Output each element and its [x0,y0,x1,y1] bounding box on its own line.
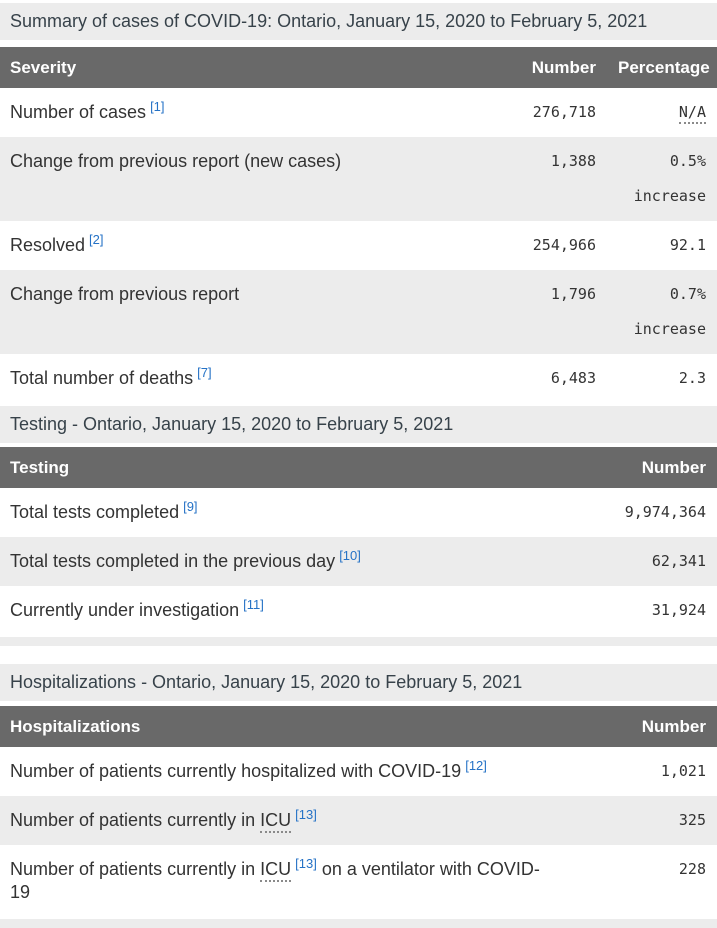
na-abbreviation: N/A [678,103,706,124]
hospitalizations-header-row: Hospitalizations Number [0,706,717,747]
footnote-ref: [1] [150,98,164,115]
hospitalizations-section: Hospitalizations - Ontario, January 15, … [0,664,717,928]
table-row: Number of patients currently in ICU [13] … [0,845,717,917]
footnote-link[interactable]: [1] [150,99,165,114]
percentage-direction: increase [633,320,706,338]
number-value: 1,388 [550,152,596,170]
column-header-number: Number [567,706,717,747]
footnote-link[interactable]: [2] [89,232,104,247]
number-value: 31,924 [651,601,706,619]
hospitalizations-table-caption: Hospitalizations - Ontario, January 15, … [0,664,717,701]
testing-table: Testing Number Total tests completed [9] … [0,447,717,635]
testing-header-row: Testing Number [0,447,717,488]
column-header-number: Number [492,47,607,88]
table-row: Change from previous report (new cases) … [0,137,717,221]
row-label: Number of patients currently hospitalize… [10,761,462,781]
summary-section: Summary of cases of COVID-19: Ontario, J… [0,3,717,403]
number-value: 276,718 [532,103,596,121]
footnote-link[interactable]: [13] [295,856,317,871]
footnote-link[interactable]: [9] [183,499,198,514]
percentage-value: 2.3 [678,369,706,387]
footnote-ref: [13] [295,855,317,872]
footnote-ref: [2] [89,231,103,248]
number-value: 325 [678,811,706,829]
column-header-number: Number [567,447,717,488]
summary-table: Severity Number Percentage Number of cas… [0,47,717,403]
percentage-direction: increase [633,187,706,205]
number-value: 1,796 [550,285,596,303]
testing-table-caption: Testing - Ontario, January 15, 2020 to F… [0,406,717,443]
icu-abbreviation: ICU [260,859,292,882]
footnote-ref: [10] [339,547,361,564]
table-bottom-strip [0,919,717,928]
row-label: Number of cases [10,102,147,122]
number-value: 1,021 [660,762,706,780]
hospitalizations-table: Hospitalizations Number Number of patien… [0,706,717,917]
column-header-percentage: Percentage [607,47,717,88]
footnote-ref: [13] [295,806,317,823]
footnote-link[interactable]: [11] [243,597,264,612]
table-row: Resolved [2] 254,966 92.1 [0,221,717,270]
table-row: Number of patients currently in ICU [13] … [0,796,717,845]
footnote-ref: [9] [183,498,197,515]
table-row: Currently under investigation [11] 31,924 [0,586,717,635]
footnote-ref: [11] [243,596,264,613]
table-row: Number of cases [1] 276,718 N/A [0,88,717,137]
number-value: 228 [678,860,706,878]
row-label: Change from previous report [10,284,240,304]
footnote-link[interactable]: [7] [197,365,212,380]
number-value: 6,483 [550,369,596,387]
footnote-link[interactable]: [13] [295,807,317,822]
summary-table-caption: Summary of cases of COVID-19: Ontario, J… [0,3,717,40]
table-row: Change from previous report 1,796 0.7% in… [0,270,717,354]
number-value: 62,341 [651,552,706,570]
footnote-ref: [12] [465,757,487,774]
testing-section: Testing - Ontario, January 15, 2020 to F… [0,406,717,646]
table-bottom-strip [0,637,717,646]
column-header-severity: Severity [0,47,492,88]
row-label: Resolved [10,235,86,255]
footnote-link[interactable]: [10] [339,548,361,563]
column-header-testing: Testing [0,447,567,488]
percentage-value: 92.1 [669,236,706,254]
icu-abbreviation: ICU [260,810,292,833]
footnote-link[interactable]: [12] [465,758,487,773]
column-header-hospitalizations: Hospitalizations [0,706,567,747]
footnote-ref: [7] [197,364,211,381]
table-row: Total tests completed [9] 9,974,364 [0,488,717,537]
row-label: Currently under investigation [10,600,240,620]
row-label: Total tests completed in the previous da… [10,551,336,571]
row-label: Total number of deaths [10,368,194,388]
number-value: 254,966 [532,236,596,254]
percentage-value: 0.7% [669,285,706,303]
table-row: Number of patients currently hospitalize… [0,747,717,796]
summary-header-row: Severity Number Percentage [0,47,717,88]
row-label: Total tests completed [10,502,180,522]
table-row: Total number of deaths [7] 6,483 2.3 [0,354,717,403]
row-label: Change from previous report (new cases) [10,151,342,171]
table-row: Total tests completed in the previous da… [0,537,717,586]
row-label: Number of patients currently in [10,810,261,830]
number-value: 9,974,364 [624,503,706,521]
percentage-value: 0.5% [669,152,706,170]
row-label: Number of patients currently in [10,859,261,879]
